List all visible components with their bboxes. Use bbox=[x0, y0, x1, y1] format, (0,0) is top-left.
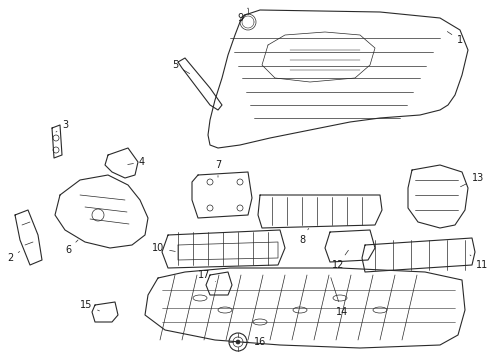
Text: 17: 17 bbox=[198, 270, 215, 282]
Text: 15: 15 bbox=[80, 300, 99, 311]
Text: 9: 9 bbox=[237, 8, 247, 23]
Text: 4: 4 bbox=[127, 157, 145, 167]
Text: 7: 7 bbox=[214, 160, 221, 177]
Circle shape bbox=[236, 340, 240, 344]
Text: 3: 3 bbox=[56, 120, 68, 132]
Text: 1: 1 bbox=[447, 32, 462, 45]
Text: 6: 6 bbox=[65, 240, 78, 255]
Text: 13: 13 bbox=[460, 173, 483, 187]
Text: 12: 12 bbox=[331, 250, 347, 270]
Text: 14: 14 bbox=[330, 278, 347, 317]
Text: 16: 16 bbox=[246, 337, 265, 347]
Text: 8: 8 bbox=[298, 228, 308, 245]
Text: 11: 11 bbox=[469, 255, 487, 270]
Text: 10: 10 bbox=[152, 243, 175, 253]
Text: 2: 2 bbox=[7, 252, 20, 263]
Text: 5: 5 bbox=[171, 60, 189, 73]
